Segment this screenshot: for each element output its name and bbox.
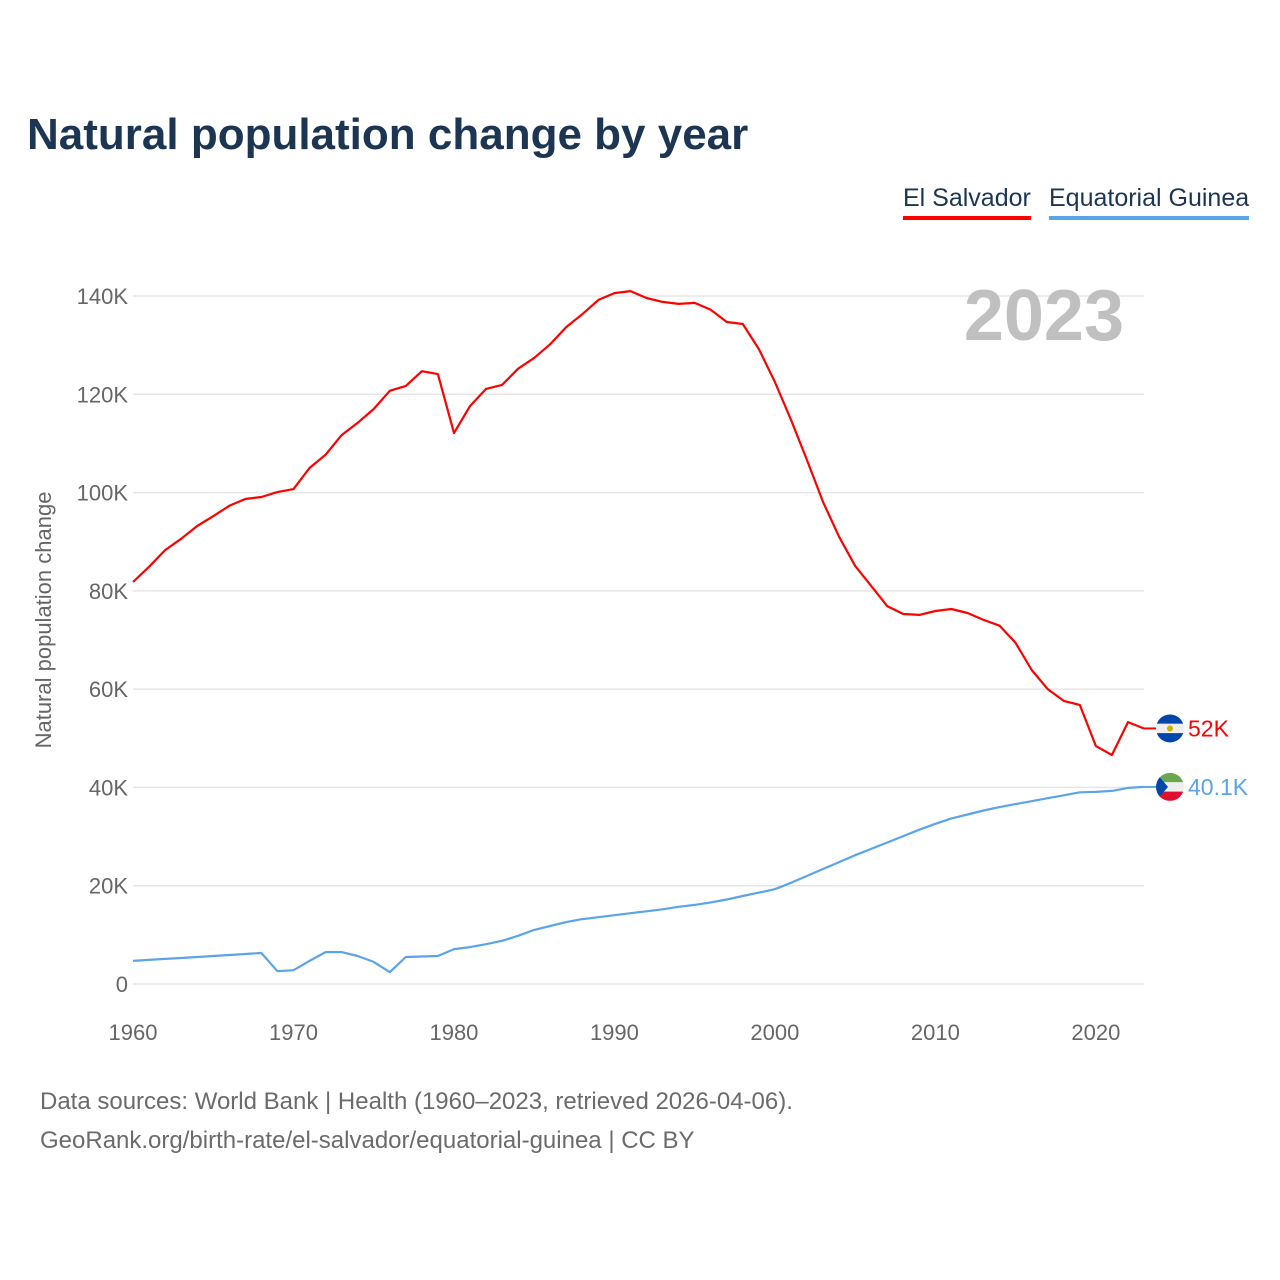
y-tick-label: 80K: [89, 579, 128, 604]
series-line-equatorial-guinea: [132, 785, 1145, 974]
y-tick-label: 40K: [89, 775, 128, 800]
x-tick-label: 1980: [429, 1020, 478, 1045]
y-tick-label: 60K: [89, 677, 128, 702]
el-salvador-flag-icon: [1156, 714, 1184, 743]
y-tick-label: 20K: [89, 874, 128, 899]
x-tick-label: 1990: [590, 1020, 639, 1045]
end-value-label: 40.1K: [1188, 774, 1249, 800]
y-axis-label: Natural population change: [31, 492, 56, 749]
footer-sources: Data sources: World Bank | Health (1960–…: [40, 1088, 793, 1115]
equatorial-guinea-flag-icon: [1156, 772, 1184, 801]
series-line-el-salvador: [132, 290, 1145, 757]
y-tick-label: 140K: [77, 284, 129, 309]
year-watermark: 2023: [964, 276, 1124, 356]
legend-el-salvador[interactable]: El Salvador: [903, 184, 1031, 220]
x-tick-label: 2020: [1071, 1020, 1120, 1045]
y-tick-label: 120K: [77, 382, 129, 407]
end-value-label: 52K: [1188, 715, 1230, 741]
chart-title: Natural population change by year: [27, 110, 749, 159]
y-tick-label: 100K: [77, 481, 129, 506]
y-tick-label: 0: [116, 972, 128, 997]
footer-link[interactable]: GeoRank.org/birth-rate/el-salvador/equat…: [40, 1127, 695, 1154]
x-tick-label: 2000: [750, 1020, 799, 1045]
x-tick-label: 1960: [109, 1020, 158, 1045]
x-tick-label: 1970: [269, 1020, 318, 1045]
x-tick-label: 2010: [911, 1020, 960, 1045]
legend-equatorial-guinea[interactable]: Equatorial Guinea: [1049, 184, 1250, 220]
